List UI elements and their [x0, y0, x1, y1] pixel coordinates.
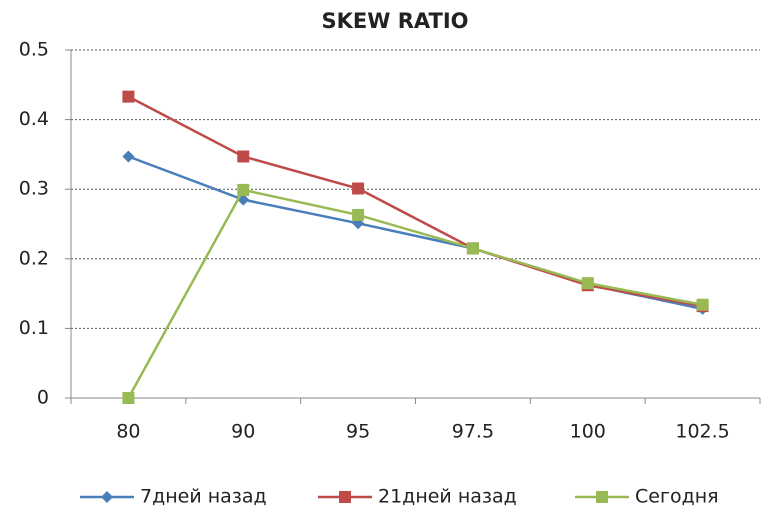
- point: [237, 183, 250, 196]
- x-tick-label: 95: [346, 421, 370, 443]
- y-tick-label: 0: [37, 387, 49, 409]
- point: [466, 242, 479, 255]
- legend-label: 7дней назад: [140, 486, 267, 508]
- legend-marker: [339, 491, 351, 503]
- legend-marker: [596, 491, 608, 503]
- point: [122, 392, 135, 404]
- x-tick-label: 100: [570, 421, 606, 443]
- y-tick-label: 0.3: [19, 178, 49, 200]
- y-tick-label: 0.4: [19, 108, 49, 130]
- legend-label: 21дней назад: [378, 486, 517, 508]
- x-tick-label: 80: [116, 421, 140, 443]
- point: [237, 150, 250, 163]
- chart-title: SKEW RATIO: [322, 9, 469, 33]
- series-line: [127, 188, 703, 399]
- legend-marker: [101, 491, 113, 503]
- x-tick-label: 90: [231, 421, 255, 443]
- y-tick-label: 0.5: [19, 39, 49, 61]
- point: [122, 150, 135, 163]
- legend-label: Сегодня: [635, 486, 719, 508]
- y-tick-label: 0.2: [19, 247, 49, 269]
- x-tick-label: 102.5: [675, 421, 729, 443]
- point: [696, 298, 709, 311]
- x-tick-label: 97.5: [452, 421, 494, 443]
- y-tick-label: 0.1: [19, 317, 49, 339]
- point: [581, 277, 594, 290]
- point: [352, 208, 365, 221]
- point: [122, 90, 135, 103]
- series-line: [127, 95, 703, 308]
- point: [352, 182, 365, 195]
